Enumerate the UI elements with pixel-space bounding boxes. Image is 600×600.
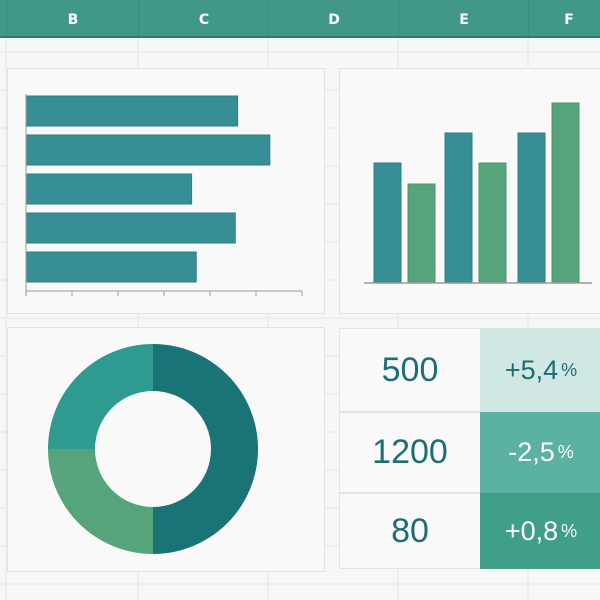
kpi-change-value: +0,8 bbox=[504, 515, 559, 546]
kpi-value[interactable]: 1200 bbox=[339, 412, 481, 493]
column-header-c[interactable]: C bbox=[138, 0, 269, 36]
kpi-change-value: -2,5 bbox=[508, 437, 555, 467]
column-header-e[interactable]: E bbox=[398, 0, 529, 36]
vbar bbox=[407, 183, 436, 284]
kpi-change-unit: % bbox=[561, 359, 578, 380]
vbar bbox=[517, 132, 546, 284]
donut-slice bbox=[48, 344, 153, 449]
donut-slice bbox=[153, 344, 258, 554]
kpi-value[interactable]: 500 bbox=[339, 328, 481, 412]
kpi-change[interactable]: -2,5% bbox=[480, 412, 600, 493]
kpi-change-unit: % bbox=[561, 520, 578, 541]
kpi-change-value: +5,4 bbox=[504, 354, 559, 385]
vbar bbox=[551, 102, 580, 284]
kpi-value[interactable]: 80 bbox=[339, 493, 481, 569]
hbar bbox=[25, 251, 197, 283]
column-header-b[interactable]: B bbox=[6, 0, 139, 36]
column-header-bar: B C D E F bbox=[0, 0, 600, 38]
vbar bbox=[478, 162, 507, 284]
column-header-d[interactable]: D bbox=[268, 0, 399, 36]
hbar bbox=[25, 212, 236, 244]
hbar bbox=[25, 134, 271, 166]
donut-slice bbox=[48, 449, 153, 554]
kpi-change-unit: % bbox=[557, 442, 574, 462]
column-header-f[interactable]: F bbox=[528, 0, 600, 36]
kpi-change[interactable]: +0,8% bbox=[480, 493, 600, 569]
kpi-change[interactable]: +5,4% bbox=[480, 328, 600, 412]
vbar bbox=[373, 162, 402, 284]
hbar bbox=[25, 95, 239, 127]
vbar bbox=[444, 132, 473, 284]
hbar bbox=[25, 173, 193, 205]
